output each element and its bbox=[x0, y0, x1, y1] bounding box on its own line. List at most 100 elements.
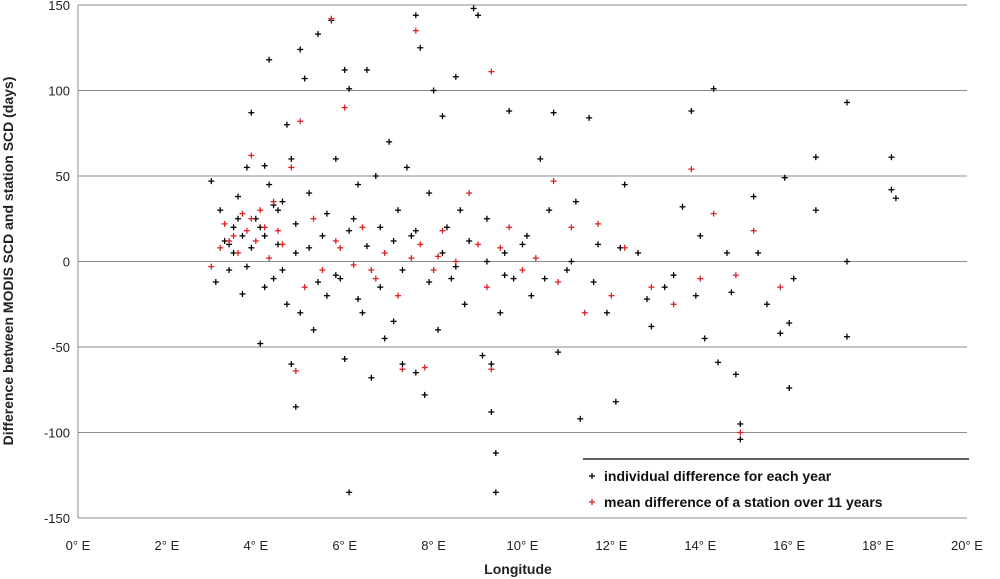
data-point-individual bbox=[226, 267, 233, 274]
data-point-individual bbox=[306, 190, 313, 197]
data-point-individual bbox=[670, 272, 677, 279]
x-tick-labels: 0° E 2° E 4° E 6° E 8° E 10° E 12° E 14° E 16° E… bbox=[66, 538, 984, 553]
data-point-individual bbox=[399, 361, 406, 368]
legend-label-mean: mean difference of a station over 11 yea… bbox=[604, 494, 883, 510]
data-point-individual bbox=[292, 249, 299, 256]
data-point-individual bbox=[586, 114, 593, 121]
data-point-individual bbox=[501, 249, 508, 256]
x-tick-label: 2° E bbox=[155, 538, 180, 553]
data-point-individual bbox=[337, 275, 344, 282]
data-points bbox=[208, 5, 899, 496]
data-point-individual bbox=[528, 292, 535, 299]
data-point-individual bbox=[359, 309, 366, 316]
data-point-individual bbox=[448, 275, 455, 282]
data-point-individual bbox=[537, 155, 544, 162]
data-point-individual bbox=[235, 215, 242, 222]
data-point-individual bbox=[750, 193, 757, 200]
data-point-mean bbox=[670, 301, 677, 308]
data-point-individual bbox=[275, 207, 282, 214]
data-point-individual bbox=[519, 241, 526, 248]
data-point-mean bbox=[359, 224, 366, 231]
data-point-individual bbox=[261, 162, 268, 169]
data-point-individual bbox=[323, 210, 330, 217]
data-point-mean bbox=[368, 267, 375, 274]
data-point-mean bbox=[568, 224, 575, 231]
data-point-individual bbox=[372, 173, 379, 179]
data-point-individual bbox=[283, 301, 290, 308]
data-point-mean bbox=[332, 237, 339, 244]
data-point-individual bbox=[888, 154, 895, 161]
data-point-individual bbox=[435, 326, 442, 333]
data-point-individual bbox=[781, 174, 788, 181]
data-point-individual bbox=[346, 85, 353, 92]
data-point-mean bbox=[266, 255, 273, 262]
data-point-mean bbox=[310, 215, 317, 222]
data-point-mean bbox=[275, 227, 282, 234]
x-tick-label: 14° E bbox=[684, 538, 716, 553]
data-point-mean bbox=[435, 253, 442, 260]
data-point-mean bbox=[439, 227, 446, 234]
data-point-individual bbox=[426, 190, 433, 197]
data-point-individual bbox=[475, 12, 482, 19]
data-point-individual bbox=[323, 292, 330, 299]
data-point-mean bbox=[350, 261, 357, 268]
data-point-individual bbox=[248, 109, 255, 116]
data-point-individual bbox=[812, 207, 819, 214]
data-point-individual bbox=[701, 335, 708, 342]
data-point-individual bbox=[212, 279, 219, 286]
data-point-individual bbox=[892, 195, 899, 202]
data-point-mean bbox=[488, 366, 495, 373]
data-point-individual bbox=[603, 309, 610, 316]
data-point-individual bbox=[737, 436, 744, 443]
data-point-mean bbox=[488, 68, 495, 75]
data-point-individual bbox=[306, 244, 313, 251]
data-point-individual bbox=[843, 99, 850, 106]
data-point-mean bbox=[221, 220, 228, 227]
data-point-individual bbox=[261, 232, 268, 239]
data-point-individual bbox=[643, 296, 650, 303]
data-point-mean bbox=[581, 309, 588, 316]
data-point-individual bbox=[292, 403, 299, 410]
x-tick-label: 10° E bbox=[507, 538, 539, 553]
legend-marker-plus bbox=[589, 473, 595, 479]
data-point-individual bbox=[377, 224, 384, 231]
legend-entry-individual: individual difference for each year bbox=[589, 468, 832, 484]
data-point-individual bbox=[648, 323, 655, 330]
data-point-individual bbox=[288, 155, 295, 162]
data-point-mean bbox=[412, 27, 419, 34]
data-point-individual bbox=[688, 108, 695, 115]
data-point-individual bbox=[283, 121, 290, 128]
x-axis-title: Longitude bbox=[484, 561, 552, 577]
data-point-mean bbox=[395, 292, 402, 299]
data-point-individual bbox=[368, 374, 375, 381]
data-point-individual bbox=[777, 330, 784, 337]
data-point-individual bbox=[506, 108, 513, 115]
data-point-mean bbox=[532, 255, 539, 262]
data-point-mean bbox=[732, 272, 739, 279]
y-tick-label: 0 bbox=[63, 255, 70, 270]
data-point-individual bbox=[266, 181, 273, 188]
data-point-individual bbox=[288, 361, 295, 368]
legend-marker-individual bbox=[589, 473, 595, 479]
data-point-individual bbox=[310, 326, 317, 333]
x-tick-label: 18° E bbox=[862, 538, 894, 553]
data-point-mean bbox=[372, 275, 379, 282]
data-point-individual bbox=[661, 284, 668, 291]
y-tick-label: -100 bbox=[44, 426, 70, 441]
data-point-individual bbox=[346, 489, 353, 496]
series-mean bbox=[208, 15, 784, 436]
data-point-individual bbox=[239, 232, 246, 239]
data-point-mean bbox=[288, 164, 295, 171]
data-point-mean bbox=[475, 241, 482, 248]
data-point-individual bbox=[297, 309, 304, 316]
data-point-individual bbox=[363, 243, 370, 250]
data-point-individual bbox=[235, 193, 242, 200]
y-tick-label: 150 bbox=[48, 0, 70, 13]
data-point-individual bbox=[461, 301, 468, 308]
data-point-individual bbox=[386, 138, 393, 145]
data-point-individual bbox=[488, 361, 495, 368]
data-point-individual bbox=[243, 164, 250, 171]
data-point-mean bbox=[297, 118, 304, 125]
data-point-individual bbox=[501, 272, 508, 279]
